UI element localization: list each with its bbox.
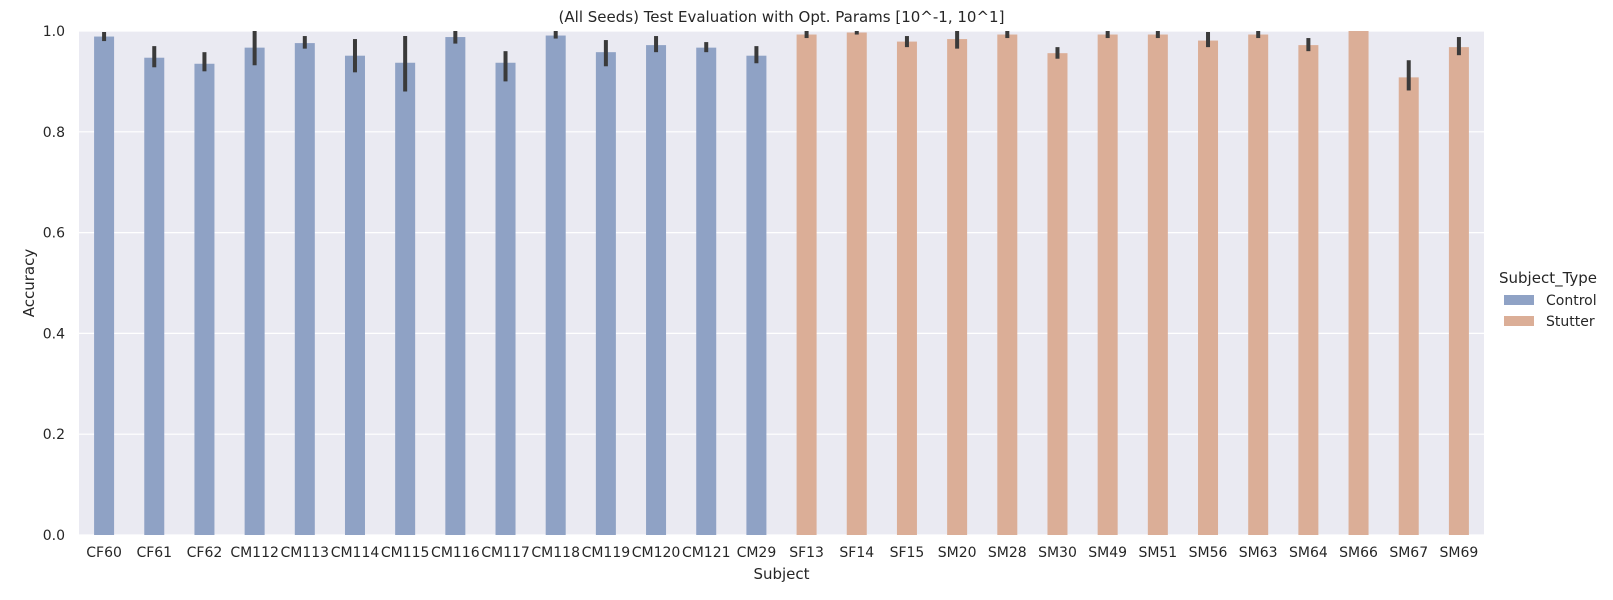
x-tick-label: CM115: [381, 545, 430, 561]
x-tick-label: SM63: [1239, 545, 1278, 561]
y-tick-labels: 0.0 0.2 0.4 0.6 0.8 1.0: [43, 24, 65, 544]
x-tick-label: SM30: [1038, 545, 1077, 561]
bar-cf61: [144, 57, 165, 535]
x-tick-label: CM119: [582, 545, 631, 561]
legend-swatch-stutter: [1504, 316, 1534, 326]
x-tick-label: SF14: [839, 545, 874, 561]
bar-cm121: [696, 47, 717, 536]
x-tick-label: CM116: [431, 545, 480, 561]
x-tick-label: CF60: [86, 545, 122, 561]
y-axis-label: Accuracy: [20, 249, 38, 318]
x-tick-label: CM118: [531, 545, 580, 561]
y-tick-label: 0.8: [43, 125, 65, 141]
bar-sm56: [1198, 40, 1219, 536]
y-tick-label: 0.2: [43, 427, 65, 443]
x-tick-label: SM69: [1440, 545, 1479, 561]
bar-cm118: [545, 35, 566, 535]
legend-swatch-control: [1504, 295, 1534, 305]
x-tick-label: CM112: [230, 545, 279, 561]
bars: [94, 31, 1469, 536]
legend-label-control: Control: [1546, 293, 1597, 309]
bar-sf13: [796, 34, 817, 535]
bar-sf15: [896, 41, 917, 536]
x-tick-label: SF15: [890, 545, 925, 561]
x-tick-label: CM117: [481, 545, 530, 561]
bar-sm69: [1448, 47, 1469, 536]
y-tick-label: 0.4: [43, 326, 65, 342]
bar-sf14: [846, 32, 867, 536]
y-tick-label: 0.6: [43, 226, 65, 242]
bar-sm63: [1248, 34, 1269, 535]
bar-cf62: [194, 63, 215, 535]
x-tick-label: CF61: [136, 545, 172, 561]
x-tick-label: SM67: [1389, 545, 1428, 561]
bar-sm67: [1398, 77, 1419, 536]
x-tick-label: SM56: [1189, 545, 1228, 561]
bar-cm113: [294, 43, 315, 535]
chart-title: (All Seeds) Test Evaluation with Opt. Pa…: [559, 8, 1005, 26]
x-tick-label: CM114: [331, 545, 380, 561]
x-tick-label: CM121: [682, 545, 731, 561]
bar-sm30: [1047, 53, 1068, 536]
x-tick-label: CM120: [632, 545, 681, 561]
bar-cm117: [495, 62, 516, 535]
x-axis-label: Subject: [753, 565, 809, 583]
bar-cm120: [646, 45, 667, 535]
x-tick-label: CM29: [737, 545, 777, 561]
x-tick-label: SM49: [1088, 545, 1127, 561]
bar-cm119: [595, 52, 616, 535]
x-tick-label: SF13: [789, 545, 824, 561]
legend: Subject_Type Control Stutter: [1499, 269, 1597, 330]
bar-cm116: [445, 37, 466, 535]
bar-sm28: [997, 34, 1018, 535]
legend-entries: Control Stutter: [1504, 293, 1597, 330]
bar-cf60: [94, 36, 115, 535]
plot-area-background: [79, 31, 1484, 535]
x-tick-labels: CF60 CF61 CF62 CM112 CM113 CM114 CM115 CM116 CM1…: [86, 545, 1478, 561]
bar-cm29: [746, 55, 767, 536]
x-tick-label: CM113: [281, 545, 330, 561]
bar-sm49: [1097, 34, 1118, 535]
x-tick-label: CF62: [187, 545, 223, 561]
bar-sm20: [947, 39, 968, 536]
x-tick-label: SM28: [988, 545, 1027, 561]
error-bars: [102, 31, 1461, 92]
bar-sm66: [1348, 31, 1369, 535]
bar-sm64: [1298, 45, 1319, 535]
x-tick-label: SM64: [1289, 545, 1328, 561]
bar-sm51: [1147, 34, 1168, 535]
y-tick-label: 0.0: [43, 528, 65, 544]
x-tick-label: SM20: [938, 545, 977, 561]
bar-cm115: [395, 62, 416, 535]
y-tick-label: 1.0: [43, 24, 65, 40]
legend-label-stutter: Stutter: [1546, 314, 1595, 330]
x-tick-label: SM66: [1339, 545, 1378, 561]
bar-cm112: [244, 47, 265, 536]
bar-cm114: [344, 55, 365, 536]
x-tick-label: SM51: [1138, 545, 1177, 561]
legend-title: Subject_Type: [1499, 269, 1597, 288]
